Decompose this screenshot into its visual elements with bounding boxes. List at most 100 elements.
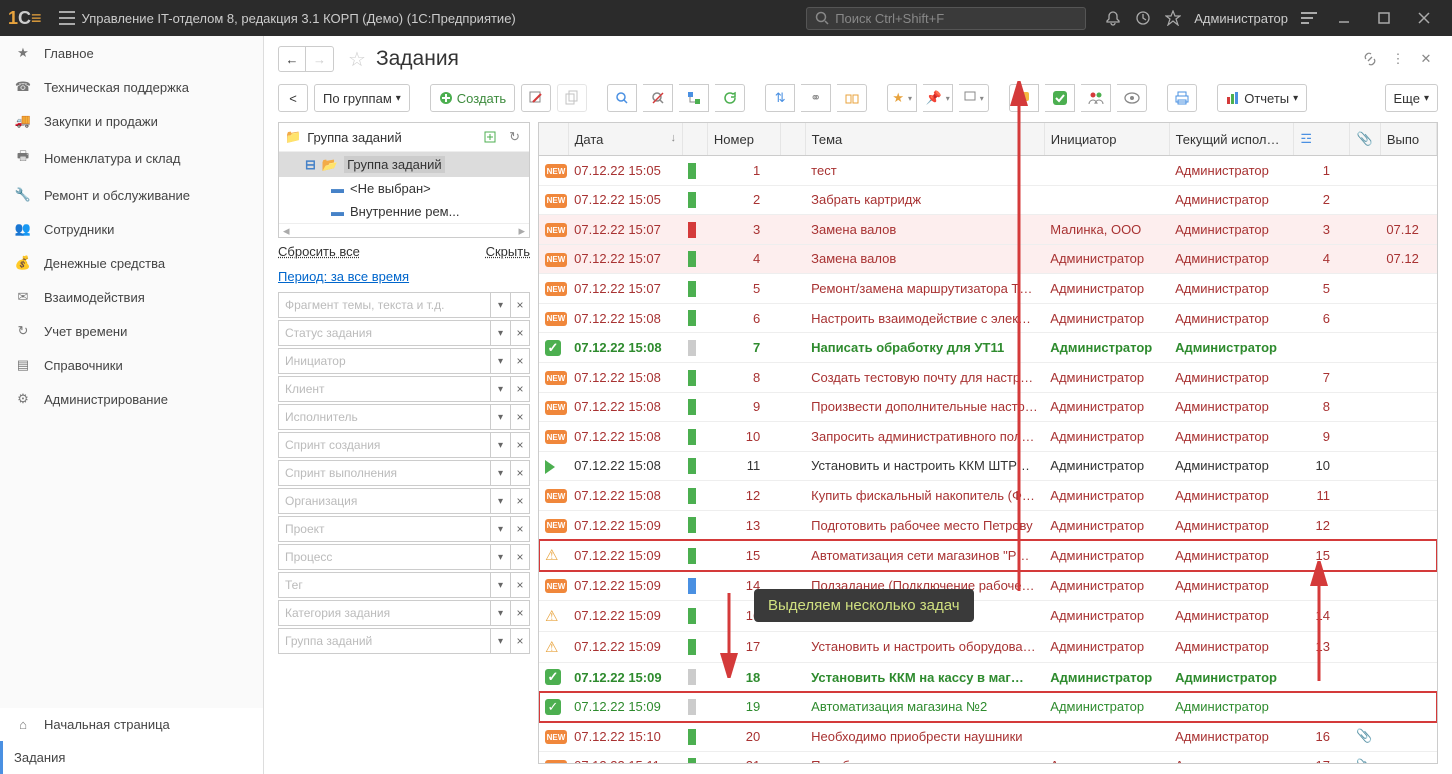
close-button[interactable] <box>1404 0 1444 36</box>
column-header[interactable] <box>780 123 805 156</box>
filter-field[interactable] <box>278 432 490 458</box>
dropdown-icon[interactable]: ▾ <box>490 488 510 514</box>
tree-hscroll[interactable]: ◂▸ <box>279 223 529 237</box>
refresh-icon[interactable] <box>715 84 745 112</box>
clear-icon[interactable]: × <box>510 320 530 346</box>
tree-refresh-icon[interactable]: ↻ <box>506 129 523 145</box>
table-row[interactable]: NEW07.12.22 15:086Настроить взаимодейств… <box>539 303 1437 333</box>
period-link[interactable]: Период: за все время <box>278 269 530 284</box>
dropdown-icon[interactable]: ▾ <box>490 460 510 486</box>
clear-icon[interactable]: × <box>510 460 530 486</box>
eye-icon[interactable] <box>1117 84 1147 112</box>
link2-icon[interactable]: ⚭ <box>801 84 831 112</box>
filter-field[interactable] <box>278 376 490 402</box>
filter-field[interactable] <box>278 320 490 346</box>
dropdown-icon[interactable]: ▾ <box>490 376 510 402</box>
maximize-button[interactable] <box>1364 0 1404 36</box>
history-icon[interactable] <box>1130 5 1156 31</box>
tree-row[interactable]: ▬ <Не выбран> <box>279 177 529 200</box>
dropdown-icon[interactable]: ▾ <box>490 600 510 626</box>
table-row[interactable]: 07.12.22 15:0811Установить и настроить К… <box>539 451 1437 481</box>
people-icon[interactable] <box>1081 84 1111 112</box>
column-header[interactable]: ☲ <box>1294 123 1350 156</box>
filter-field[interactable] <box>278 348 490 374</box>
star-icon[interactable] <box>1160 5 1186 31</box>
column-header[interactable]: Текущий испол… <box>1169 123 1294 156</box>
table-row[interactable]: NEW07.12.22 15:1020Необходимо приобрести… <box>539 722 1437 752</box>
search-icon[interactable] <box>607 84 637 112</box>
table-row[interactable]: NEW07.12.22 15:052Забрать картриджАдмини… <box>539 185 1437 215</box>
clear-icon[interactable]: × <box>510 544 530 570</box>
clear-icon[interactable]: × <box>510 348 530 374</box>
settings-lines-icon[interactable] <box>1296 5 1322 31</box>
close-page-icon[interactable]: ✕ <box>1414 47 1438 71</box>
flag-icon[interactable]: ▾ <box>959 84 989 112</box>
tree-row-root[interactable]: ⊟ 📂 Группа заданий <box>279 152 529 177</box>
cancel-search-icon[interactable] <box>643 84 673 112</box>
dropdown-icon[interactable]: ▾ <box>490 572 510 598</box>
user-label[interactable]: Администратор <box>1194 11 1288 26</box>
column-header[interactable] <box>682 123 707 156</box>
more-vertical-icon[interactable]: ⋮ <box>1386 47 1410 71</box>
sidebar-item[interactable]: 🔧Ремонт и обслуживание <box>0 178 263 212</box>
filter-field[interactable] <box>278 628 490 654</box>
link-icon[interactable] <box>1358 47 1382 71</box>
sidebar-item[interactable]: 💰Денежные средства <box>0 246 263 280</box>
table-row[interactable]: NEW07.12.22 15:074Замена валовАдминистра… <box>539 244 1437 274</box>
table-row[interactable]: NEW07.12.22 15:0914Подзадание (Подключен… <box>539 571 1437 601</box>
kanban-icon[interactable] <box>837 84 867 112</box>
nav-forward-button[interactable]: → <box>306 46 334 72</box>
table-row[interactable]: ✓07.12.22 15:0919Автоматизация магазина … <box>539 692 1437 722</box>
comment-icon[interactable] <box>1009 84 1039 112</box>
check-green-icon[interactable] <box>1045 84 1075 112</box>
column-header[interactable]: Инициатор <box>1044 123 1169 156</box>
dropdown-icon[interactable]: ▾ <box>490 320 510 346</box>
table-row[interactable]: NEW07.12.22 15:089Произвести дополнитель… <box>539 392 1437 422</box>
more-button[interactable]: Еще ▾ <box>1385 84 1438 112</box>
sidebar-item[interactable]: ⚙Администрирование <box>0 382 263 416</box>
table-row[interactable]: ✓07.12.22 15:087Написать обработку для У… <box>539 333 1437 363</box>
sidebar-item[interactable]: ☎Техническая поддержка <box>0 70 263 104</box>
pin-icon[interactable]: 📌▾ <box>923 84 953 112</box>
edit-icon[interactable] <box>521 84 551 112</box>
table-row[interactable]: ⚠07.12.22 15:0916АдминистраторАдминистра… <box>539 600 1437 631</box>
table-row[interactable]: NEW07.12.22 15:0810Запросить администрат… <box>539 422 1437 452</box>
dropdown-icon[interactable]: ▾ <box>490 348 510 374</box>
sidebar-home[interactable]: ⌂Начальная страница <box>0 708 263 741</box>
filter-field[interactable] <box>278 292 490 318</box>
sidebar-item[interactable]: ✉Взаимодействия <box>0 280 263 314</box>
table-row[interactable]: NEW07.12.22 15:0913Подготовить рабочее м… <box>539 510 1437 540</box>
tree-row[interactable]: ▬ Внутренние рем... <box>279 200 529 223</box>
table-row[interactable]: NEW07.12.22 15:051тестАдминистратор1 <box>539 156 1437 186</box>
column-header[interactable]: Тема <box>805 123 1044 156</box>
sort-icon[interactable]: ⇅ <box>765 84 795 112</box>
filter-field[interactable] <box>278 404 490 430</box>
clear-icon[interactable]: × <box>510 600 530 626</box>
table-row[interactable]: NEW07.12.22 15:073Замена валовМалинка, О… <box>539 215 1437 245</box>
table-row[interactable]: ⚠07.12.22 15:0917Установить и настроить … <box>539 631 1437 662</box>
reports-button[interactable]: Отчеты ▾ <box>1217 84 1307 112</box>
column-header[interactable]: Номер <box>707 123 780 156</box>
clear-icon[interactable]: × <box>510 432 530 458</box>
sidebar-item[interactable]: ↻Учет времени <box>0 314 263 348</box>
tree-add-icon[interactable] <box>480 130 500 144</box>
bell-icon[interactable] <box>1100 5 1126 31</box>
table-row[interactable]: NEW07.12.22 15:075Ремонт/замена маршрути… <box>539 274 1437 304</box>
filter-field[interactable] <box>278 460 490 486</box>
tree-icon[interactable] <box>679 84 709 112</box>
table-row[interactable]: NEW07.12.22 15:0812Купить фискальный нак… <box>539 481 1437 511</box>
copy-icon[interactable] <box>557 84 587 112</box>
nav-back-button[interactable]: ← <box>278 46 306 72</box>
table-row[interactable]: ⚠07.12.22 15:0915Автоматизация сети мага… <box>539 540 1437 571</box>
print-icon[interactable] <box>1167 84 1197 112</box>
sidebar-item[interactable]: ★Главное <box>0 36 263 70</box>
clear-icon[interactable]: × <box>510 572 530 598</box>
hamburger-icon[interactable] <box>54 5 80 31</box>
sidebar-item[interactable]: 👥Сотрудники <box>0 212 263 246</box>
group-mode-button[interactable]: По группам ▾ <box>314 84 410 112</box>
sidebar-item[interactable]: 🖶Номенклатура и склад <box>0 138 263 178</box>
sidebar-active-tab[interactable]: Задания <box>0 741 263 774</box>
collapse-button[interactable]: < <box>278 84 308 112</box>
sidebar-item[interactable]: ▤Справочники <box>0 348 263 382</box>
create-button[interactable]: Создать <box>430 84 515 112</box>
